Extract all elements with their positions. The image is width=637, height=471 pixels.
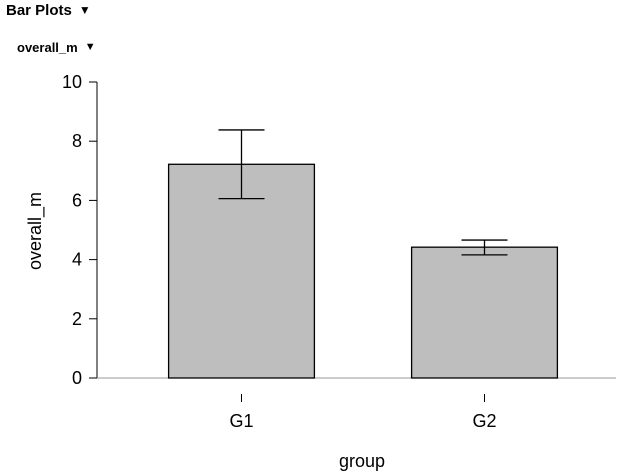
y-tick-label: 2 [72, 309, 82, 329]
bars [167, 163, 559, 379]
section-title: Bar Plots [6, 1, 72, 19]
caret-down-icon: ▼ [78, 3, 91, 17]
overall-m-toggle[interactable]: overall_m ▼ [17, 38, 96, 56]
y-tick-label: 8 [72, 131, 82, 151]
bar-plots-toggle[interactable]: Bar Plots ▼ [6, 0, 91, 20]
plot-title: overall_m [17, 39, 78, 55]
y-tick-label: 4 [72, 250, 82, 270]
x-tick-label: G1 [229, 411, 253, 431]
bar [410, 246, 559, 379]
x-axis-label: group [339, 451, 385, 471]
x-axis: G1 G2 [97, 377, 616, 431]
x-tick-label: G2 [472, 411, 496, 431]
y-axis-label: overall_m [25, 192, 46, 270]
error-bars [218, 129, 508, 256]
bar [167, 163, 316, 379]
y-tick-label: 0 [72, 368, 82, 388]
y-tick-label: 10 [62, 72, 82, 92]
y-axis: 0 2 4 6 8 10 [62, 72, 98, 388]
caret-down-icon: ▼ [84, 40, 96, 53]
y-tick-label: 6 [72, 190, 82, 210]
